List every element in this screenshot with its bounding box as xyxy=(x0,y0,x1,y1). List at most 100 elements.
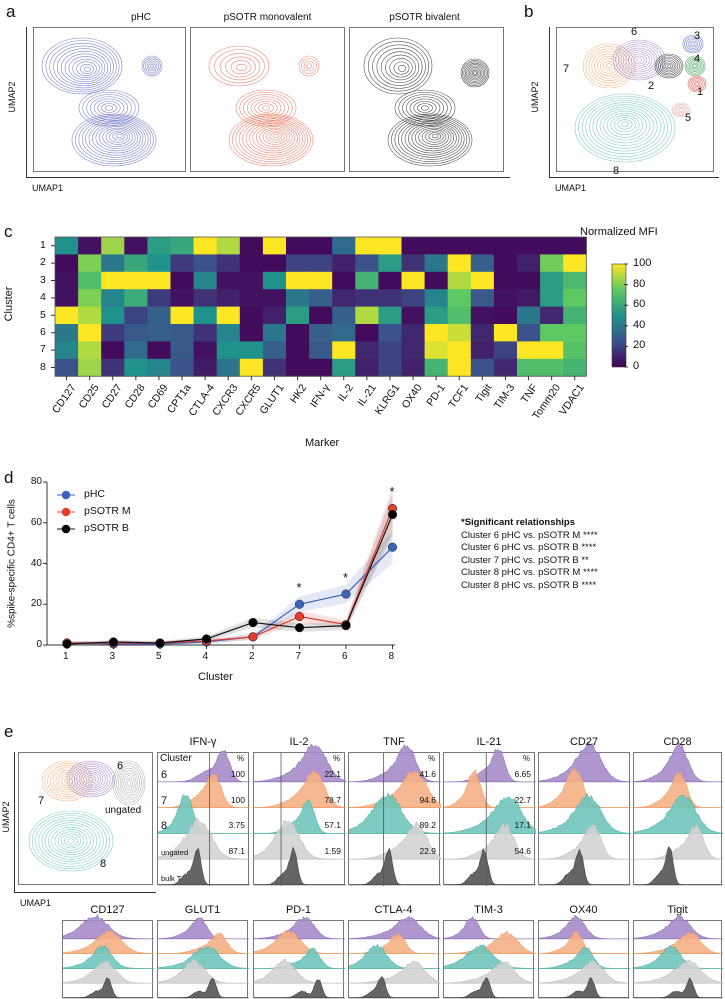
percent-value: 22.1 xyxy=(324,768,341,779)
heatmap-cell xyxy=(101,341,125,360)
contour-line xyxy=(57,831,85,851)
heatmap-cell xyxy=(401,289,426,308)
x-tick-label: 7 xyxy=(295,651,302,662)
heatmap-cell xyxy=(447,271,472,290)
heatmap-cell xyxy=(286,358,310,377)
heatmap-cell xyxy=(378,324,402,342)
contour-line xyxy=(411,124,455,152)
histogram-svg xyxy=(633,915,724,999)
histogram-panel-CD127 xyxy=(62,914,155,999)
histogram-title: CD127 xyxy=(90,904,125,916)
contour-line xyxy=(261,105,271,111)
contour-line xyxy=(466,64,484,82)
contour-line xyxy=(51,826,91,856)
cluster-label-4: 4 xyxy=(694,53,701,65)
contour-line xyxy=(592,104,658,149)
colorbar-title: Normalized MFI xyxy=(580,226,658,238)
percent-value: 100 xyxy=(230,794,245,805)
panel-label-c: c xyxy=(4,222,13,241)
contour-line xyxy=(688,59,702,73)
contour-line xyxy=(76,61,97,77)
contour-line xyxy=(102,127,133,147)
contour-line xyxy=(425,130,444,143)
heatmap-cell xyxy=(124,271,148,290)
contour-line xyxy=(243,94,289,122)
heatmap-cell xyxy=(517,341,541,360)
heatmap-cell xyxy=(540,306,564,325)
percent-value: 1.59 xyxy=(324,846,341,857)
umap-label-6: 6 xyxy=(117,760,124,772)
contour-line xyxy=(306,63,312,69)
contour-line xyxy=(254,100,278,116)
histogram-title: TNF xyxy=(383,736,405,748)
contour-line xyxy=(393,61,410,75)
heatmap-cell xyxy=(540,324,564,342)
contour-line xyxy=(49,42,117,91)
heatmap-cell xyxy=(378,271,402,290)
histogram-row-0 xyxy=(538,741,632,783)
contour-line xyxy=(621,121,629,127)
umap-title-monovalent: pSOTR monovalent xyxy=(223,12,312,23)
contour-line xyxy=(125,777,133,789)
histogram-row-2 xyxy=(538,792,632,834)
heatmap-cell xyxy=(124,324,148,342)
heatmap-cell xyxy=(55,324,79,342)
cluster-label-7: 7 xyxy=(563,63,570,75)
contour-line xyxy=(88,121,144,156)
heatmap-cell xyxy=(55,254,79,273)
heatmap-cell xyxy=(286,271,310,290)
contour-line xyxy=(413,100,437,116)
contour-line xyxy=(414,126,452,150)
percent-value: 94.6 xyxy=(419,794,436,805)
contour-line xyxy=(469,67,481,79)
significance-title: *Significant relationships xyxy=(461,517,576,528)
histogram-row-3 xyxy=(633,959,724,984)
histogram-row-4 xyxy=(539,848,631,886)
histogram-panel-IL-2 xyxy=(253,743,347,886)
heatmap-cell xyxy=(101,324,125,342)
contour-line xyxy=(599,108,651,144)
histogram-title: IFN-γ xyxy=(189,736,217,748)
percent-value: 41.6 xyxy=(419,768,436,779)
histogram-panel-Tigit xyxy=(633,915,724,999)
contour-line xyxy=(78,769,104,789)
contour-line xyxy=(238,118,306,160)
heatmap-cell xyxy=(55,306,79,325)
data-point xyxy=(294,623,305,633)
heatmap-cell xyxy=(470,289,495,308)
heatmap-cell xyxy=(147,289,171,308)
contour-line xyxy=(86,94,132,122)
histogram-row-2 xyxy=(633,794,724,834)
x-tick-label: 5 xyxy=(156,651,162,662)
histogram-row-4 xyxy=(158,847,250,886)
heatmap-cell xyxy=(262,306,287,325)
contour-line xyxy=(578,95,672,160)
contour-line xyxy=(661,59,677,73)
contour-line xyxy=(60,50,109,85)
heatmap-cell xyxy=(170,341,195,360)
contour-line xyxy=(596,106,654,146)
significance-line: Cluster 7 pHC vs. pSOTR B ** xyxy=(461,554,589,566)
contour-line xyxy=(55,771,79,791)
row-label-0: 6 xyxy=(161,768,168,781)
line-xlabel: Cluster xyxy=(198,671,233,683)
umap-monovalent xyxy=(190,27,345,172)
histogram-svg xyxy=(253,916,345,999)
heatmap-cell xyxy=(193,271,218,290)
heatmap-cell xyxy=(124,289,148,308)
legend-label: pSOTR B xyxy=(84,522,129,534)
contour-line xyxy=(574,93,676,163)
contour-line xyxy=(252,124,296,152)
histogram-row-0 xyxy=(253,916,345,940)
line-chart xyxy=(43,481,398,649)
percent-value: 54.6 xyxy=(514,846,531,857)
heatmap-cell xyxy=(216,341,241,360)
histogram-panel-TIM-3 xyxy=(443,916,536,999)
heatmap-cell xyxy=(101,289,125,308)
contour-line xyxy=(421,129,447,145)
contour-line xyxy=(93,98,125,118)
heatmap-cell xyxy=(193,358,218,377)
histogram-row-1 xyxy=(348,770,442,808)
cluster-label-2: 2 xyxy=(648,80,655,92)
contour-line xyxy=(242,119,303,158)
